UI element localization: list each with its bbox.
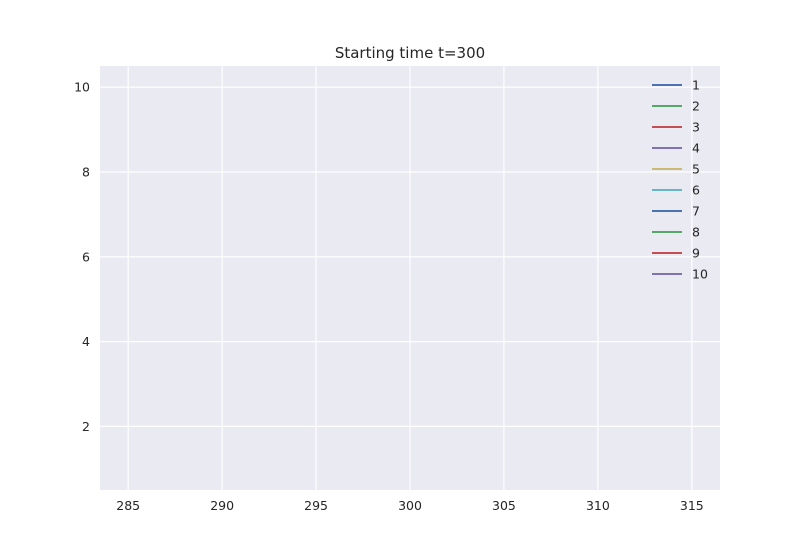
y-tick-label: 2 — [82, 419, 90, 434]
grid-lines — [100, 66, 720, 490]
legend-label-9: 9 — [692, 246, 700, 261]
y-tick-label: 8 — [82, 165, 90, 180]
x-tick-label: 300 — [398, 498, 422, 513]
chart-title: Starting time t=300 — [335, 44, 485, 62]
legend-label-2: 2 — [692, 99, 700, 114]
y-tick-label: 4 — [82, 334, 90, 349]
y-axis-ticks: 2 4 6 8 10 — [74, 80, 90, 434]
legend-label-7: 7 — [692, 204, 700, 219]
legend-label-8: 8 — [692, 225, 700, 240]
x-tick-label: 315 — [680, 498, 704, 513]
legend: 1 2 3 4 5 6 7 8 9 10 — [652, 78, 708, 282]
legend-label-3: 3 — [692, 120, 700, 135]
x-axis-ticks: 285 290 295 300 305 310 315 — [116, 498, 703, 513]
x-tick-label: 305 — [492, 498, 516, 513]
legend-label-4: 4 — [692, 141, 700, 156]
y-tick-label: 10 — [74, 80, 90, 95]
x-tick-label: 290 — [210, 498, 234, 513]
legend-label-10: 10 — [692, 267, 708, 282]
legend-label-6: 6 — [692, 183, 700, 198]
x-tick-label: 285 — [116, 498, 140, 513]
y-tick-label: 6 — [82, 249, 90, 264]
x-tick-label: 295 — [304, 498, 328, 513]
x-tick-label: 310 — [586, 498, 610, 513]
legend-label-1: 1 — [692, 78, 700, 93]
legend-label-5: 5 — [692, 162, 700, 177]
